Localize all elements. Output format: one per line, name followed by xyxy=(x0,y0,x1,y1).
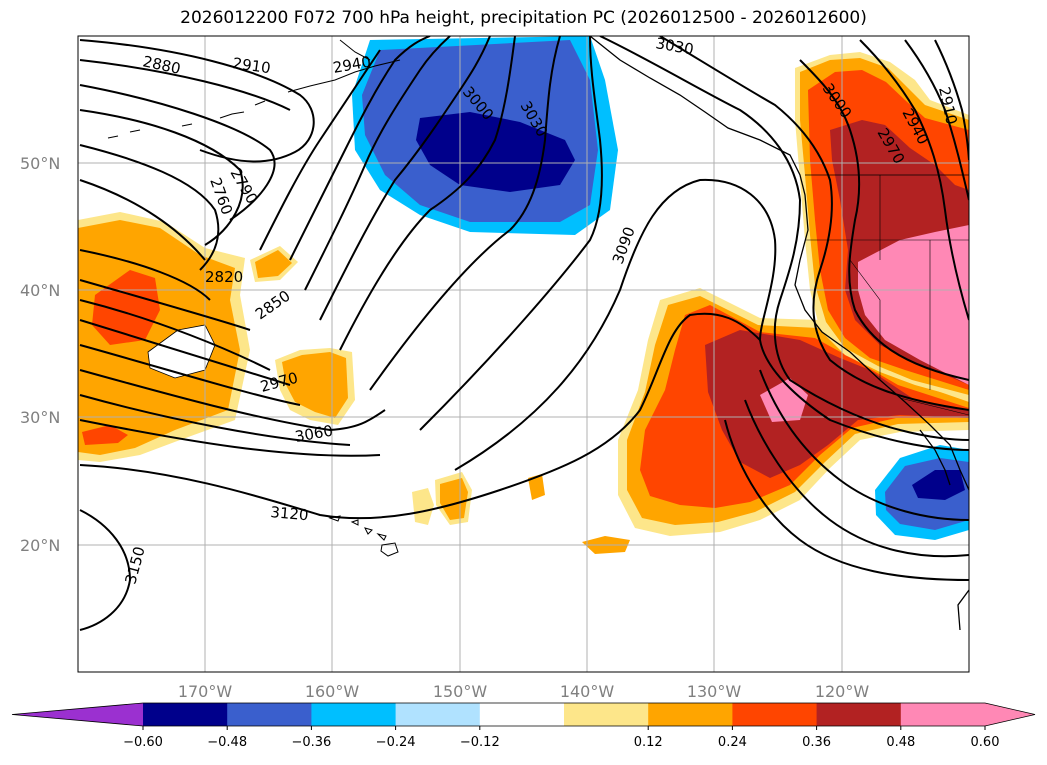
colorbar-tick-label: 0.24 xyxy=(718,735,747,750)
colorbar-tick-label: 0.48 xyxy=(886,735,915,750)
lat-label: 50°N xyxy=(20,154,60,173)
colorbar-segment xyxy=(479,703,565,726)
colorbar-tick-label: 0.36 xyxy=(802,735,831,750)
colorbar-segment xyxy=(227,703,312,726)
colorbar-extension-low xyxy=(12,703,143,726)
contour-label: 2910 xyxy=(231,54,271,77)
lat-label: 20°N xyxy=(20,536,60,555)
colorbar: −0.60 −0.48 −0.36 −0.24 −0.12 0.12 0.24 0.36 0.4… xyxy=(11,702,1036,750)
colorbar-segment xyxy=(564,703,649,726)
colorbar-tick-label: 0.12 xyxy=(634,735,663,750)
colorbar-tick-label: 0.60 xyxy=(971,735,1000,750)
lon-label: 130°W xyxy=(687,682,742,701)
colorbar-tick-label: −0.60 xyxy=(123,735,163,750)
map-title: 2026012200 F072 700 hPa height, precipit… xyxy=(180,8,867,28)
longitude-labels: 170°W 160°W 150°W 140°W 130°W 120°W xyxy=(178,682,870,701)
colorbar-tick-label: −0.36 xyxy=(291,735,331,750)
colorbar-segment xyxy=(816,703,902,726)
colorbar-segment xyxy=(900,703,986,726)
contour-label: 2820 xyxy=(205,268,243,286)
contour-label: 3030 xyxy=(654,34,695,58)
colorbar-segment xyxy=(732,703,818,726)
lon-label: 120°W xyxy=(815,682,870,701)
lon-label: 170°W xyxy=(178,682,233,701)
map-frame xyxy=(77,35,970,673)
map-plot-area: 2880 2910 2940 3000 3030 3030 2790 2760 … xyxy=(78,34,969,672)
colorbar-extension-high xyxy=(985,703,1035,726)
graticule xyxy=(78,36,969,672)
colorbar-tick-label: −0.48 xyxy=(207,735,247,750)
colorbar-segment xyxy=(648,703,733,726)
colorbar-tick-label: −0.24 xyxy=(376,735,416,750)
colorbar-tick-label: −0.12 xyxy=(460,735,500,750)
contour-label: 3120 xyxy=(270,503,310,524)
height-contours xyxy=(79,36,969,631)
lon-label: 150°W xyxy=(433,682,488,701)
lat-label: 40°N xyxy=(20,281,60,300)
lat-label: 30°N xyxy=(20,408,60,427)
lon-label: 140°W xyxy=(560,682,615,701)
coastlines xyxy=(287,36,969,631)
colorbar-segment xyxy=(395,703,481,726)
positive-anomaly-east-pacific xyxy=(618,288,969,536)
colorbar-segment xyxy=(143,703,228,726)
lon-label: 160°W xyxy=(305,682,360,701)
positive-anomaly-small-cells xyxy=(412,472,630,554)
colorbar-segment xyxy=(311,703,397,726)
latitude-labels: 50°N 40°N 30°N 20°N xyxy=(20,154,60,555)
